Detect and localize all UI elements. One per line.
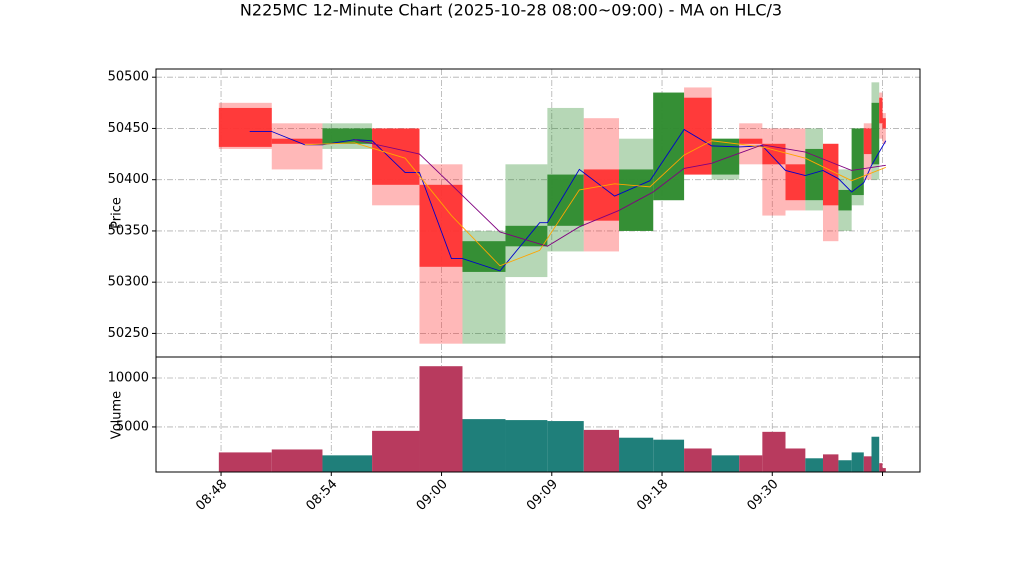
candle-body (619, 169, 654, 231)
candle-body (684, 97, 712, 175)
volume-bar (711, 455, 740, 472)
x-tick-label: 09:18 (634, 477, 671, 514)
candle-body (785, 164, 806, 201)
volume-tick-label: 10000 (108, 370, 149, 385)
volume-bar (462, 419, 506, 472)
volume-bar (863, 456, 872, 472)
x-tick-label: 09:00 (414, 477, 451, 514)
y-tick-label: 50250 (108, 326, 149, 341)
candle-body (871, 102, 880, 165)
candle-body (372, 128, 420, 185)
volume-bar (805, 458, 823, 472)
chart-title: N225MC 12-Minute Chart (2025-10-28 08:00… (240, 1, 782, 20)
candle-body (851, 128, 864, 196)
volume-bar (785, 448, 806, 472)
candle-body (462, 241, 506, 272)
x-tick-label: 08:48 (193, 477, 230, 514)
volume-tick-label: 5000 (116, 419, 149, 434)
y-tick-label: 50500 (108, 70, 149, 85)
x-tick-label: 08:54 (303, 477, 340, 514)
volume-bar (505, 420, 548, 472)
volume-bar (619, 437, 654, 472)
volume-bar (822, 454, 839, 472)
candle-body (653, 92, 685, 201)
x-tick-label: 09:30 (744, 477, 781, 514)
candle-body (739, 138, 763, 144)
candle-wick (271, 123, 323, 170)
candle-body (879, 97, 883, 124)
volume-bar (879, 463, 883, 472)
candle-body (419, 184, 463, 267)
candle-body (838, 189, 852, 211)
volume-bar (882, 468, 886, 472)
volume-bar (322, 455, 373, 472)
volume-bar (838, 460, 852, 472)
volume-axis-label: Volume (110, 391, 125, 439)
volume-bar (739, 455, 763, 472)
candle-body (505, 225, 548, 247)
volume-bar (762, 431, 786, 472)
candle-body (882, 118, 886, 129)
candle-body (805, 148, 823, 201)
y-tick-label: 50350 (108, 223, 149, 238)
candle-wick (762, 128, 786, 216)
volume-bar (871, 436, 880, 472)
y-tick-label: 50400 (108, 172, 149, 187)
volume-axes-frame (155, 356, 921, 473)
candle-wick (505, 164, 548, 278)
volume-bar (419, 366, 463, 472)
moving-average-line (249, 128, 887, 272)
volume-bar (653, 439, 685, 472)
volume-bar (851, 452, 864, 472)
volume-bar (684, 448, 712, 472)
x-tick-label: 09:09 (524, 477, 561, 514)
moving-average-line (354, 139, 886, 247)
y-tick-label: 50450 (108, 121, 149, 136)
candle-body (218, 107, 272, 147)
y-axis-label: Price (110, 197, 125, 229)
volume-bar (547, 421, 584, 472)
volume-bar (583, 429, 620, 472)
volume-bar (218, 452, 272, 472)
moving-average-line (304, 140, 886, 267)
candle-body (762, 143, 786, 165)
volume-bar (271, 449, 323, 472)
candle-body (711, 138, 740, 175)
candle-body (547, 174, 584, 226)
candle-body (863, 128, 872, 155)
volume-bar (372, 430, 420, 472)
y-tick-label: 50300 (108, 275, 149, 290)
